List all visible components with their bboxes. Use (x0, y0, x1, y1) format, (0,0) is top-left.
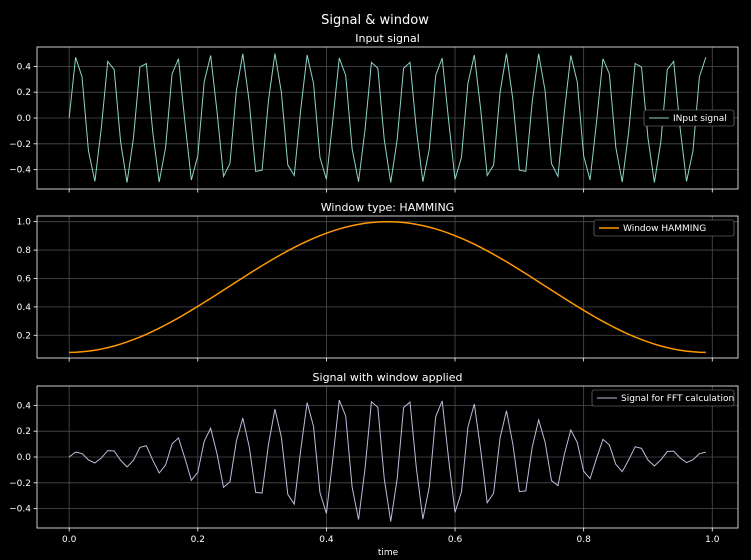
y-tick-label: 0.4 (17, 62, 32, 72)
series-line-1 (68, 53, 707, 183)
x-tick-label: 0.6 (448, 535, 463, 545)
figure-title: Signal & window (321, 13, 429, 28)
legend-label: INput signal (673, 114, 727, 124)
x-axis-label: time (378, 548, 399, 558)
y-tick-label: −0.4 (9, 505, 31, 515)
panel-3: 0.4 0.2 0.0 −0.2 −0.4 0.0 0.2 0.4 0.6 0.8 1.0 Signa… (9, 371, 739, 545)
x-tick-label: 1.0 (705, 535, 720, 545)
y-tick-label: 0.8 (17, 246, 32, 256)
axes-frame (36, 46, 739, 190)
y-tick-label: −0.4 (9, 166, 31, 176)
legend-box (643, 109, 735, 127)
y-tick-label: 0.4 (17, 303, 32, 313)
axes-frame (36, 385, 739, 529)
series-line-2 (69, 220, 706, 354)
legend-label: Window HAMMING (623, 224, 706, 234)
panel-2: 1.0 0.8 0.6 0.4 0.2 Window type: HAMMING Windo… (17, 201, 739, 362)
y-tick-label: −0.2 (9, 140, 31, 150)
subplot-title: Window type: HAMMING (321, 201, 454, 214)
y-tick-label: 0.2 (17, 427, 31, 437)
y-tick-label: 0.0 (17, 114, 32, 124)
y-tick-label: 0.0 (17, 453, 32, 463)
axes-frame (36, 215, 739, 359)
y-tick-label: 0.4 (17, 401, 32, 411)
legend: INput signal (643, 109, 735, 127)
legend-box (593, 219, 735, 237)
y-tick-label: 1.0 (17, 218, 32, 228)
subplot-title: Signal with window applied (313, 371, 463, 384)
x-tick-label: 0.4 (319, 535, 334, 545)
legend-box (591, 389, 735, 407)
x-tick-label: 0.0 (62, 535, 77, 545)
legend-label: Signal for FFT calculation (621, 394, 734, 404)
y-tick-label: 0.2 (17, 331, 31, 341)
panel-1: 0.4 0.2 0.0 −0.2 −0.4 Input signal INput signa… (9, 32, 739, 193)
subplot-title: Input signal (355, 32, 420, 45)
y-tick-label: −0.2 (9, 479, 31, 489)
y-tick-label: 0.2 (17, 88, 31, 98)
legend: Window HAMMING (593, 219, 735, 237)
x-tick-label: 0.8 (576, 535, 591, 545)
series-line-3 (68, 399, 706, 522)
legend: Signal for FFT calculation (591, 389, 735, 407)
x-tick-label: 0.2 (191, 535, 205, 545)
y-tick-label: 0.6 (17, 274, 32, 284)
